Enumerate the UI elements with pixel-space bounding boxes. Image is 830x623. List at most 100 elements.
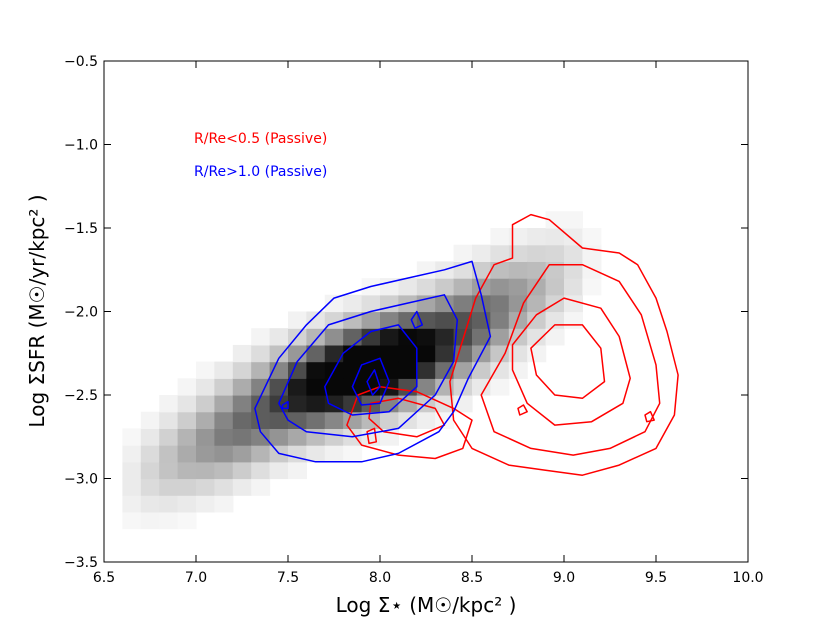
heatmap-cell xyxy=(508,294,528,313)
heatmap-cell xyxy=(288,411,307,429)
heatmap-cell xyxy=(527,328,547,346)
x-axis: 6.5 7.0 7.5 8.0 8.5 9.0 9.5 10.0 xyxy=(93,61,764,586)
heatmap-cell xyxy=(435,311,455,329)
heatmap-cell xyxy=(306,328,326,346)
heatmap-cell xyxy=(343,294,363,313)
heatmap-cell xyxy=(324,378,344,396)
heatmap-cell xyxy=(196,428,215,446)
heatmap-cell xyxy=(324,428,344,446)
contour-inner-5 xyxy=(368,397,446,438)
heatmap-cell xyxy=(122,495,142,513)
heatmap-cell xyxy=(251,344,271,363)
heatmap-cell xyxy=(232,361,252,379)
heatmap-cell xyxy=(472,328,491,346)
contour-inner-7 xyxy=(644,410,655,423)
heatmap-cell xyxy=(416,378,436,396)
heatmap-cell xyxy=(288,428,307,446)
heatmap-cell xyxy=(453,244,473,262)
heatmap-cell xyxy=(472,244,491,262)
contour-inner-8 xyxy=(517,404,528,416)
contour-inner-0 xyxy=(449,213,679,476)
heatmap-cell xyxy=(453,344,473,363)
heatmap-cell xyxy=(343,344,363,363)
heatmap-cell xyxy=(398,395,418,413)
heatmap-cell xyxy=(527,344,547,363)
heatmap-cell xyxy=(545,278,565,296)
heatmap-cell xyxy=(232,344,252,363)
heatmap-cell xyxy=(214,445,234,463)
heatmap-cell xyxy=(527,261,547,279)
heatmap-cell xyxy=(527,294,547,313)
contour-outer-6 xyxy=(281,400,289,410)
heatmap-cell xyxy=(214,361,234,379)
heatmap-cell xyxy=(251,428,271,446)
heatmap-cell xyxy=(306,395,326,413)
heatmap-cell xyxy=(361,311,381,329)
y-tick-label: −3.5 xyxy=(64,555,98,571)
heatmap-cell xyxy=(159,428,179,446)
heatmap-cell xyxy=(140,411,160,429)
heatmap-cell xyxy=(288,344,307,363)
heatmap-cell xyxy=(214,428,234,446)
heatmap-cell xyxy=(527,244,547,262)
heatmap-cell xyxy=(177,378,197,396)
heatmap-cell xyxy=(490,311,510,329)
heatmap-cell xyxy=(545,328,565,346)
x-tick-label: 9.5 xyxy=(645,570,667,586)
heatmap-cell xyxy=(177,511,197,530)
heatmap-cell xyxy=(380,361,399,379)
heatmap-cell xyxy=(545,211,565,229)
heatmap-cell xyxy=(251,378,271,396)
heatmap-cell xyxy=(490,261,510,279)
heatmap-cell xyxy=(564,278,583,296)
contour-outer-5 xyxy=(410,310,424,329)
heatmap-cell xyxy=(232,395,252,413)
heatmap-cell xyxy=(416,411,436,429)
heatmap-cell xyxy=(343,411,363,429)
heatmap-cell xyxy=(288,395,307,413)
contour-inner-1 xyxy=(480,263,661,456)
heatmap-cell xyxy=(140,495,160,513)
heatmap-cell xyxy=(490,244,510,262)
heatmap-cell xyxy=(582,278,602,296)
heatmap-cell xyxy=(251,478,271,496)
heatmap-cell xyxy=(196,411,215,429)
heatmap-cell xyxy=(122,445,142,463)
heatmap-cell xyxy=(288,311,307,329)
heatmap-cell xyxy=(232,378,252,396)
legend-entry-inner: R/Re<0.5 (Passive) xyxy=(194,131,327,147)
heatmap-cell xyxy=(453,294,473,313)
heatmap-cell xyxy=(361,294,381,313)
heatmap-cell xyxy=(564,211,583,229)
heatmap-cell xyxy=(416,361,436,379)
heatmap-cell xyxy=(324,411,344,429)
heatmap-cell xyxy=(564,261,583,279)
heatmap-cell xyxy=(288,361,307,379)
heatmap-cell xyxy=(564,228,583,246)
heatmap-cell xyxy=(435,294,455,313)
y-tick-label: −2.0 xyxy=(64,305,98,321)
heatmap-cell xyxy=(564,244,583,262)
heatmap-cell xyxy=(545,228,565,246)
heatmap-cell xyxy=(288,378,307,396)
heatmap-cell xyxy=(196,445,215,463)
contour-layer xyxy=(254,213,679,476)
heatmap-cell xyxy=(159,395,179,413)
heatmap-cell xyxy=(306,445,326,463)
heatmap-cell xyxy=(398,378,418,396)
heatmap-cell xyxy=(453,361,473,379)
y-tick-label: −0.5 xyxy=(64,54,98,70)
heatmap-cell xyxy=(196,495,215,513)
heatmap-cell xyxy=(251,361,271,379)
heatmap-cell xyxy=(177,428,197,446)
heatmap-cell xyxy=(582,244,602,262)
heatmap-cell xyxy=(232,411,252,429)
x-tick-label: 10.0 xyxy=(732,570,763,586)
heatmap-cell xyxy=(324,328,344,346)
heatmap-cell xyxy=(214,411,234,429)
heatmap-cell xyxy=(122,428,142,446)
contour-outer-3 xyxy=(351,357,390,406)
heatmap-cell xyxy=(306,428,326,446)
heatmap-cell xyxy=(214,495,234,513)
heatmap-cell xyxy=(472,361,491,379)
